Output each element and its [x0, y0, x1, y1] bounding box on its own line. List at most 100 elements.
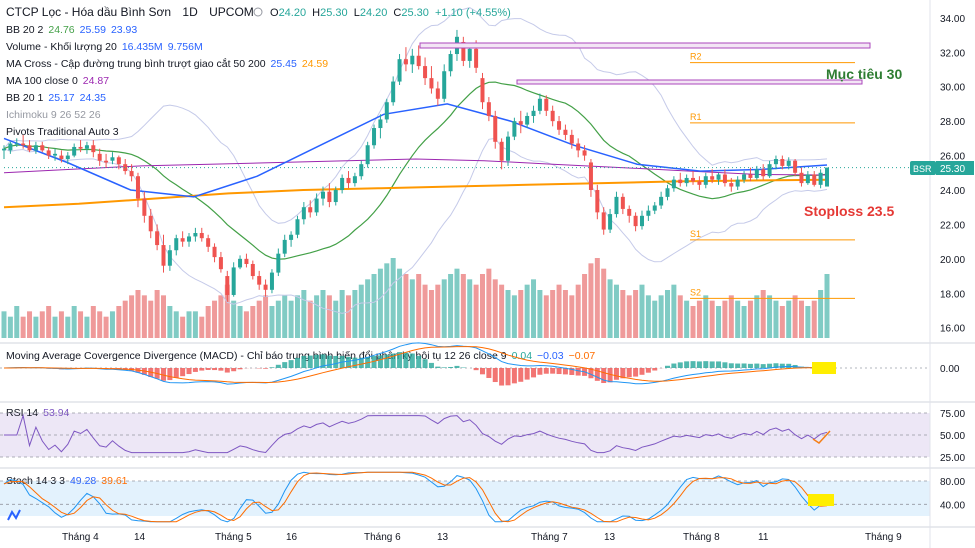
- candle-body[interactable]: [429, 78, 434, 89]
- candle-body[interactable]: [474, 48, 479, 68]
- candle-body[interactable]: [442, 71, 447, 99]
- candle-body[interactable]: [21, 143, 26, 146]
- candle-body[interactable]: [550, 110, 555, 122]
- candle-body[interactable]: [525, 115, 530, 125]
- candle-body[interactable]: [276, 253, 281, 273]
- candle-body[interactable]: [799, 172, 804, 184]
- legend-row[interactable]: Ichimoku 9 26 52 26: [6, 109, 101, 121]
- candle-body[interactable]: [180, 238, 185, 242]
- candle-body[interactable]: [416, 55, 421, 67]
- candle-body[interactable]: [493, 115, 498, 142]
- candle-body[interactable]: [805, 174, 810, 184]
- candle-body[interactable]: [754, 169, 759, 178]
- candle-body[interactable]: [187, 236, 192, 242]
- candle-body[interactable]: [212, 246, 217, 258]
- candle-body[interactable]: [786, 160, 791, 166]
- candle-body[interactable]: [365, 145, 370, 165]
- candle-body[interactable]: [174, 238, 179, 251]
- candle-body[interactable]: [793, 160, 798, 173]
- candle-body[interactable]: [65, 155, 70, 160]
- candle-body[interactable]: [608, 214, 613, 230]
- macd-panel[interactable]: Moving Average Covergence Divergence (MA…: [0, 342, 960, 386]
- candle-body[interactable]: [238, 258, 243, 268]
- candle-body[interactable]: [601, 212, 606, 230]
- candle-body[interactable]: [761, 169, 766, 177]
- candle-body[interactable]: [250, 263, 255, 277]
- candle-body[interactable]: [531, 110, 536, 116]
- candle-body[interactable]: [340, 177, 345, 190]
- candle-body[interactable]: [206, 238, 211, 247]
- candle-body[interactable]: [410, 55, 415, 65]
- candle-body[interactable]: [40, 145, 45, 151]
- candle-body[interactable]: [480, 78, 485, 103]
- candle-body[interactable]: [123, 164, 128, 172]
- candle-body[interactable]: [231, 267, 236, 295]
- candle-body[interactable]: [8, 143, 13, 151]
- candle-body[interactable]: [633, 215, 638, 227]
- legend-row[interactable]: BB 20 1 25.17 24.35: [6, 92, 106, 104]
- candle-body[interactable]: [397, 59, 402, 82]
- candle-body[interactable]: [142, 198, 147, 216]
- legend-row[interactable]: Pivots Traditional Auto 3: [6, 126, 119, 138]
- candle-body[interactable]: [735, 179, 740, 187]
- candle-body[interactable]: [812, 174, 817, 185]
- legend-row[interactable]: MA Cross - Cập đường trung bình trượt gi…: [6, 57, 328, 70]
- candle-body[interactable]: [244, 258, 249, 264]
- candle-body[interactable]: [563, 129, 568, 135]
- candle-body[interactable]: [104, 160, 109, 163]
- candle-body[interactable]: [639, 215, 644, 227]
- candle-body[interactable]: [97, 153, 102, 161]
- candle-body[interactable]: [91, 145, 96, 153]
- candle-body[interactable]: [391, 81, 396, 103]
- candle-body[interactable]: [506, 136, 511, 161]
- candle-body[interactable]: [569, 134, 574, 144]
- candle-body[interactable]: [301, 207, 306, 220]
- legend-row[interactable]: BB 20 2 24.76 25.59 23.93: [6, 24, 137, 36]
- indicator-legend[interactable]: BB 20 2 24.76 25.59 23.93 Volume - Khối lượn…: [6, 24, 328, 138]
- candle-body[interactable]: [384, 102, 389, 120]
- candle-body[interactable]: [544, 98, 549, 111]
- candle-body[interactable]: [148, 215, 153, 232]
- candle-body[interactable]: [269, 272, 274, 290]
- candle-body[interactable]: [403, 59, 408, 65]
- candle-body[interactable]: [665, 188, 670, 197]
- candle-body[interactable]: [2, 148, 6, 151]
- candle-body[interactable]: [614, 196, 619, 215]
- candle-body[interactable]: [308, 207, 313, 213]
- candle-body[interactable]: [691, 177, 696, 182]
- candle-body[interactable]: [263, 284, 268, 290]
- candle-body[interactable]: [33, 145, 38, 151]
- candle-body[interactable]: [512, 121, 517, 137]
- candle-body[interactable]: [729, 183, 734, 187]
- candle-body[interactable]: [448, 54, 453, 72]
- candle-body[interactable]: [825, 167, 829, 187]
- candle-body[interactable]: [27, 145, 32, 151]
- candle-body[interactable]: [78, 146, 83, 149]
- legend-row[interactable]: MA 100 close 0 24.87: [6, 75, 109, 87]
- candle-body[interactable]: [627, 208, 632, 216]
- candle-body[interactable]: [684, 177, 689, 184]
- candle-body[interactable]: [748, 174, 753, 178]
- candle-body[interactable]: [129, 171, 134, 177]
- candle-body[interactable]: [155, 231, 160, 246]
- candle-body[interactable]: [620, 196, 625, 209]
- candle-body[interactable]: [46, 150, 51, 156]
- candle-body[interactable]: [716, 174, 721, 180]
- candle-body[interactable]: [557, 121, 562, 130]
- candle-body[interactable]: [518, 121, 523, 125]
- candle-body[interactable]: [72, 146, 77, 156]
- candle-body[interactable]: [295, 219, 300, 235]
- candle-body[interactable]: [352, 176, 357, 184]
- candle-body[interactable]: [722, 174, 727, 184]
- candle-body[interactable]: [435, 88, 440, 99]
- candle-body[interactable]: [767, 164, 772, 177]
- candle-body[interactable]: [372, 128, 377, 146]
- candle-body[interactable]: [378, 119, 383, 129]
- candle-body[interactable]: [320, 191, 325, 199]
- candle-body[interactable]: [461, 41, 466, 61]
- candle-body[interactable]: [423, 66, 428, 79]
- candle-body[interactable]: [282, 239, 287, 254]
- candle-body[interactable]: [84, 145, 89, 149]
